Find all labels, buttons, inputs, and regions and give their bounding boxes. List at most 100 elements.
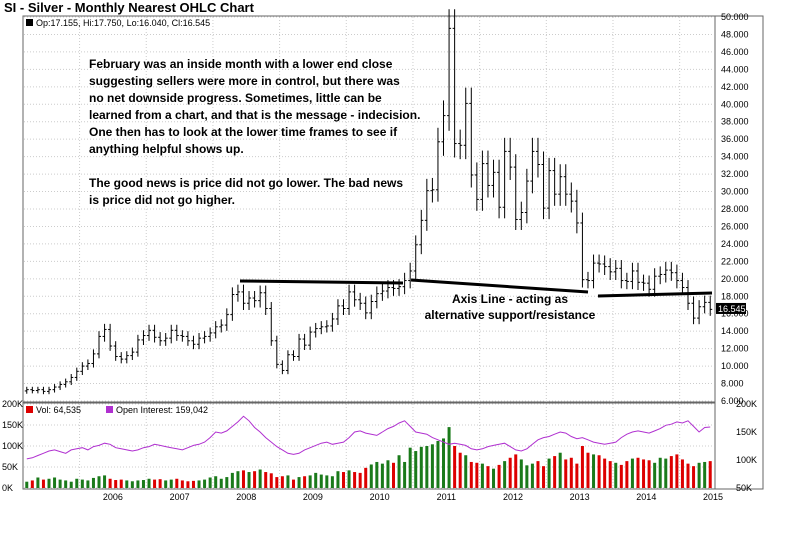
price-tick-label: 40.000 — [721, 99, 749, 109]
ohlc-bar — [491, 159, 496, 198]
price-tick-label: 18.000 — [721, 291, 749, 301]
ohlc-bar — [541, 151, 546, 220]
ohlc-bar — [47, 386, 52, 395]
ohlc-bar — [691, 296, 696, 325]
ohlc-bar — [602, 255, 607, 276]
volume-bar — [219, 478, 223, 488]
year-tick-label: 2014 — [636, 492, 656, 502]
ohlc-bar — [458, 129, 463, 160]
volume-bar — [158, 479, 162, 488]
ohlc-bar — [497, 159, 502, 219]
ohlc-bar — [58, 381, 63, 391]
volume-tick-label: 50K — [2, 462, 18, 472]
volume-bar — [492, 468, 496, 488]
axis-line-label-line: alternative support/resistance — [425, 308, 596, 322]
volume-bar — [447, 427, 451, 488]
volume-bar — [208, 477, 212, 488]
volume-bar — [253, 471, 257, 488]
volume-bar — [392, 462, 396, 488]
ohlc-bar — [480, 150, 485, 211]
volume-bar — [197, 480, 201, 488]
volume-bar — [214, 476, 218, 488]
ohlc-bar — [608, 258, 613, 281]
price-tick-label: 28.000 — [721, 204, 749, 214]
volume-bar — [675, 454, 679, 488]
ohlc-bar — [702, 295, 707, 314]
volume-bar — [608, 461, 612, 488]
last-price-flag: 16.545 — [716, 302, 746, 314]
price-tick-label: 12.000 — [721, 344, 749, 354]
price-tick-label: 30.000 — [721, 187, 749, 197]
volume-bar — [708, 461, 712, 488]
volume-bar — [125, 480, 129, 488]
comment-line: One then has to look at the lower time f… — [89, 125, 398, 139]
ohlc-legend: Op:17.155, Hi:17.750, Lo:16.040, Cl:16.5… — [26, 18, 210, 28]
ohlc-bar — [247, 291, 252, 311]
ohlc-bar — [630, 262, 635, 290]
volume-bar — [586, 452, 590, 488]
ohlc-bar — [641, 274, 646, 291]
ohlc-bar — [147, 324, 152, 341]
volume-bar — [653, 462, 657, 488]
volume-bar — [30, 480, 34, 488]
ohlc-bar — [124, 351, 129, 364]
ohlc-bar — [97, 331, 102, 359]
ohlc-bar — [80, 362, 85, 376]
comment-line: The good news is price did not go lower.… — [89, 176, 403, 190]
volume-bar — [164, 480, 168, 488]
volume-bar — [247, 472, 251, 488]
ohlc-bar — [374, 286, 379, 309]
volume-bar — [636, 457, 640, 488]
axis-line-annotations — [239, 278, 713, 298]
last-price-box — [716, 302, 746, 314]
ohlc-bar — [535, 137, 540, 178]
comment-line: is price did not go higher. — [89, 193, 235, 207]
ohlc-bar — [297, 333, 302, 361]
volume-bar — [97, 476, 101, 488]
ohlc-bars — [24, 9, 713, 395]
volume-bar — [203, 479, 207, 488]
ohlc-bar — [241, 284, 246, 311]
volume-bar — [341, 472, 345, 488]
volume-tick-label: 0K — [2, 483, 13, 493]
volume-bar — [475, 462, 479, 488]
ohlc-bar — [547, 157, 552, 220]
price-tick-label: 22.000 — [721, 256, 749, 266]
volume-bar — [91, 477, 95, 488]
price-grid — [24, 16, 714, 488]
ohlc-bar — [291, 350, 296, 361]
price-tick-label: 26.000 — [721, 221, 749, 231]
comment-line: learned from a chart, and that is the me… — [89, 108, 420, 122]
ohlc-bar — [35, 386, 40, 394]
price-tick-label: 6.000 — [721, 396, 744, 406]
volume-legend-swatch — [26, 406, 33, 413]
ohlc-bar — [674, 264, 679, 289]
volume-bar — [303, 476, 307, 488]
volume-bar — [514, 454, 518, 488]
volume-bar — [703, 461, 707, 488]
volume-bar — [286, 475, 290, 488]
ohlc-bar — [447, 9, 452, 131]
ohlc-bar — [280, 360, 285, 375]
volume-bar — [408, 447, 412, 488]
volume-bar — [658, 457, 662, 488]
ohlc-bar — [474, 162, 479, 211]
volume-bar — [258, 469, 262, 488]
volume-bar — [542, 466, 546, 488]
volume-bar — [619, 464, 623, 488]
volume-bar — [297, 477, 301, 488]
volume-bar — [386, 460, 390, 488]
ohlc-bar — [163, 332, 168, 346]
volume-bar — [397, 455, 401, 488]
year-tick-label: 2012 — [503, 492, 523, 502]
price-tick-label: 14.000 — [721, 326, 749, 336]
ohlc-bar — [41, 386, 46, 395]
volume-bar — [275, 477, 279, 488]
volume-bar — [358, 472, 362, 488]
price-tick-label: 48.000 — [721, 29, 749, 39]
year-tick-label: 2011 — [437, 492, 456, 502]
volume-bar — [592, 454, 596, 488]
volume-bar — [464, 455, 468, 488]
ohlc-bar — [502, 137, 507, 219]
volume-bar — [564, 459, 568, 488]
